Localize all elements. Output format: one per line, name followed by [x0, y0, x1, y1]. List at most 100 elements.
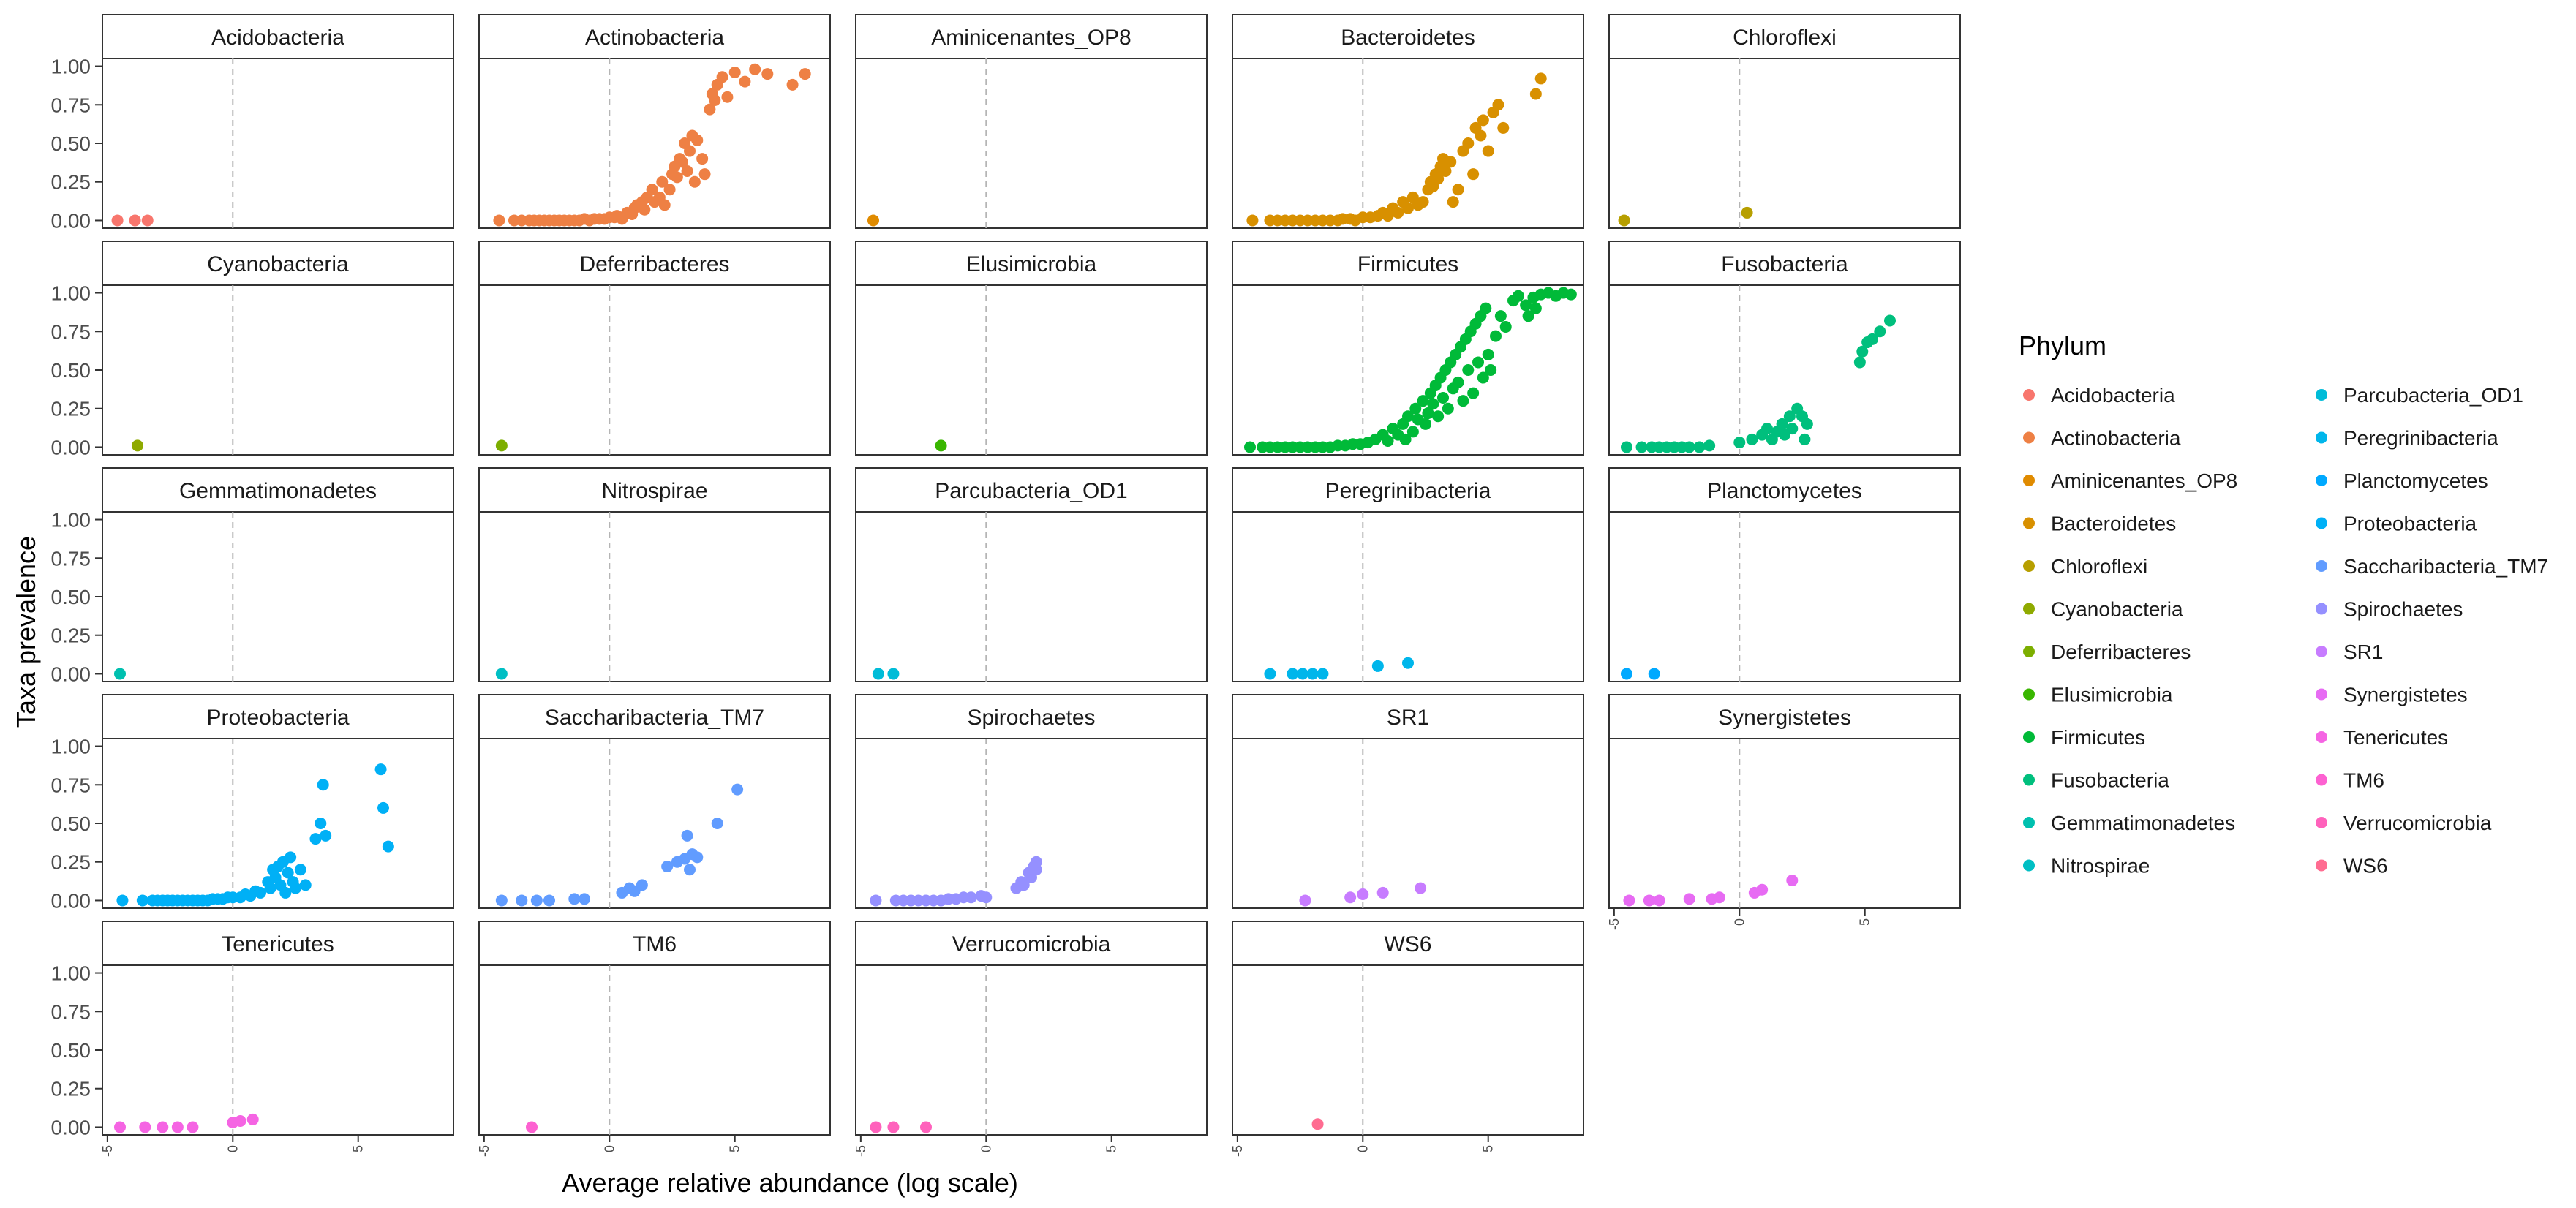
data-point	[661, 861, 674, 873]
data-point	[1529, 88, 1542, 100]
data-point	[1467, 168, 1480, 181]
data-point	[935, 439, 947, 452]
legend-key	[2316, 560, 2327, 572]
facet-panel: Bacteroidetes	[1232, 14, 1584, 229]
legend-item: TM6	[2316, 769, 2384, 792]
facet-strip-label: Tenericutes	[222, 932, 334, 956]
data-point	[579, 893, 590, 905]
legend-key	[2023, 859, 2035, 872]
data-point	[1406, 426, 1419, 438]
data-point	[1432, 173, 1445, 185]
x-tick-label: 5	[1858, 918, 1872, 926]
x-tick-label: -5	[477, 1145, 492, 1157]
y-tick-label: 1.00	[51, 962, 91, 985]
data-point	[716, 71, 728, 83]
data-point	[1683, 441, 1695, 453]
data-point	[1653, 894, 1665, 907]
facet-strip-label: Aminicenantes_OP8	[931, 26, 1131, 50]
facet-panel: Aminicenantes_OP8	[855, 14, 1208, 229]
data-point	[691, 134, 704, 146]
facet-strip-label: SR1	[1387, 706, 1429, 730]
data-point	[663, 184, 676, 196]
y-tick-label: 0.75	[51, 547, 91, 570]
legend-key	[2316, 688, 2327, 701]
facet-panel: Fusobacteria	[1608, 241, 1961, 456]
legend-item: Nitrospirae	[2023, 855, 2150, 877]
legend-label: Parcubacteria_OD1	[2343, 384, 2523, 407]
data-point	[114, 1121, 126, 1133]
facet-strip-label: Gemmatimonadetes	[179, 479, 377, 503]
data-point	[171, 1121, 184, 1133]
legend-key	[2316, 731, 2327, 743]
data-point	[1472, 356, 1484, 369]
y-tick-label: 0.50	[51, 132, 91, 155]
data-point	[731, 783, 744, 796]
data-point	[1741, 206, 1753, 219]
data-point	[1534, 72, 1547, 85]
legend-label: Bacteroidetes	[2051, 513, 2176, 535]
facet-strip-label: Bacteroidetes	[1341, 26, 1475, 50]
data-point	[1783, 410, 1796, 423]
panel-border	[1232, 738, 1584, 909]
legend-item: Fusobacteria	[2023, 769, 2169, 792]
data-point	[872, 668, 884, 680]
data-point	[309, 833, 322, 845]
facet-strip	[1608, 14, 1961, 59]
y-tick-label: 0.75	[51, 94, 91, 116]
data-point	[681, 829, 693, 842]
data-point	[1371, 660, 1384, 672]
facet-strip-label: Cyanobacteria	[207, 252, 349, 276]
data-point	[568, 893, 581, 905]
data-point	[1452, 184, 1464, 196]
facet-strip-label: Synergistetes	[1718, 706, 1851, 730]
data-point	[1492, 99, 1504, 111]
data-point	[1427, 398, 1439, 410]
facet-strip	[855, 241, 1208, 286]
y-tick-label: 0.50	[51, 1039, 91, 1062]
data-point	[1564, 288, 1577, 301]
panel-border	[855, 511, 1208, 682]
y-tick-label: 0.50	[51, 812, 91, 835]
data-point	[1529, 302, 1542, 314]
data-point	[1376, 886, 1389, 899]
legend-label: Acidobacteria	[2051, 384, 2175, 407]
data-point	[696, 153, 709, 165]
data-point	[1494, 310, 1507, 322]
data-point	[1030, 856, 1042, 868]
facet-panel: Firmicutes	[1232, 241, 1584, 456]
x-tick-label: 5	[728, 1145, 742, 1152]
data-point	[1799, 433, 1811, 445]
legend-label: Planctomycetes	[2343, 469, 2488, 492]
data-point	[1409, 402, 1422, 415]
legend-item: Deferribacteres	[2023, 641, 2191, 663]
legend-key	[2316, 817, 2327, 828]
data-point	[1399, 433, 1412, 445]
data-point	[1856, 345, 1869, 358]
legend-item: Synergistetes	[2316, 684, 2468, 706]
data-point	[656, 175, 669, 188]
legend-label: Tenericutes	[2343, 726, 2448, 749]
data-point	[799, 68, 811, 80]
panel-border	[478, 284, 831, 456]
y-tick-label: 0.25	[51, 851, 91, 874]
facet-strip	[102, 14, 454, 59]
panel-border	[1608, 738, 1961, 909]
data-point	[530, 894, 543, 907]
legend-label: Chloroflexi	[2051, 555, 2147, 578]
x-tick-label: 5	[1481, 1145, 1496, 1152]
data-point	[1344, 891, 1357, 904]
y-tick-label: 0.25	[51, 1078, 91, 1101]
panel-border	[1232, 964, 1584, 1136]
legend-item: Planctomycetes	[2316, 469, 2488, 492]
data-point	[1683, 893, 1695, 905]
panel-border	[1232, 511, 1584, 682]
legend-label: Cyanobacteria	[2051, 598, 2183, 621]
data-point	[646, 184, 658, 196]
legend-item: Firmicutes	[2023, 726, 2145, 749]
legend-key	[2023, 389, 2035, 401]
facet-strip	[1232, 14, 1584, 59]
x-tick-label: 0	[979, 1145, 993, 1152]
data-point	[1853, 356, 1866, 369]
facet-strip-label: Elusimicrobia	[966, 252, 1097, 276]
data-point	[317, 779, 329, 791]
